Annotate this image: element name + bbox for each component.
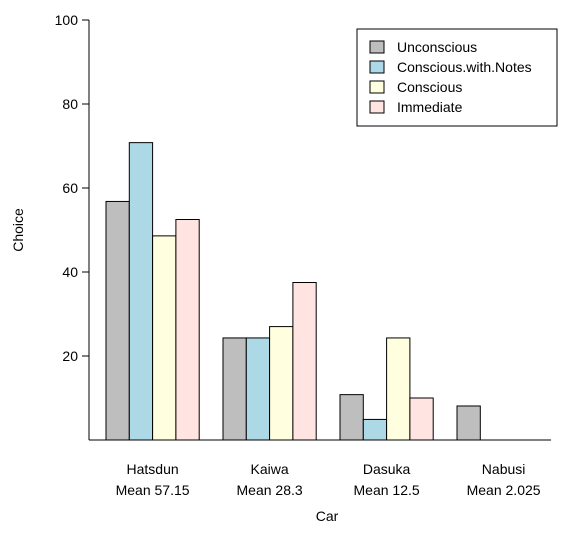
bar-hatsdun-1 [128, 142, 154, 441]
y-axis-title: Choice [10, 208, 26, 252]
y-tick-label: 20 [62, 348, 78, 364]
category-mean-label: Mean 12.5 [354, 482, 420, 498]
bar-hatsdun-0 [105, 200, 130, 441]
bar-dasuka-2 [386, 337, 411, 441]
legend-swatch [369, 100, 385, 114]
bar-kaiwa-3 [292, 282, 317, 441]
y-tick-label: 80 [62, 96, 78, 112]
bar-dasuka-0 [339, 394, 364, 441]
bars-group [105, 142, 481, 441]
x-axis-title: Car [316, 508, 339, 524]
bar-dasuka-3 [409, 397, 434, 441]
category-label: Dasuka [363, 461, 411, 477]
bar-kaiwa-1 [245, 337, 271, 441]
category-label: Kaiwa [251, 461, 289, 477]
y-tick-label: 100 [55, 12, 79, 28]
y-tick-label: 60 [62, 180, 78, 196]
legend-label: Conscious.with.Notes [397, 59, 532, 75]
category-mean-label: Mean 2.025 [467, 482, 541, 498]
legend-label: Unconscious [397, 39, 477, 55]
legend-box [356, 28, 558, 127]
bar-nabusi-0 [456, 405, 481, 441]
legend: Unconscious Conscious.with.Notes Conscious… [356, 28, 558, 127]
plot-area: 20 40 60 80 100 Hatsdun Mean 57.15 Kaiwa Mean 2… [55, 12, 551, 498]
legend-swatch [369, 60, 385, 74]
legend-label: Conscious [397, 79, 462, 95]
bar-hatsdun-2 [152, 235, 177, 441]
y-axis-ticks: 20 40 60 80 100 [55, 12, 89, 364]
legend-label: Immediate [397, 99, 463, 115]
category-mean-label: Mean 57.15 [116, 482, 190, 498]
bar-hatsdun-3 [175, 219, 200, 441]
category-label: Nabusi [482, 461, 526, 477]
bar-kaiwa-2 [269, 326, 294, 441]
legend-swatch [369, 80, 385, 94]
bar-kaiwa-0 [222, 337, 247, 441]
category-label: Hatsdun [127, 461, 179, 477]
x-axis-labels: Hatsdun Mean 57.15 Kaiwa Mean 28.3 Dasuka Mea… [116, 461, 541, 498]
bar-dasuka-1 [362, 418, 388, 441]
category-mean-label: Mean 28.3 [237, 482, 303, 498]
legend-swatch [369, 40, 385, 54]
y-tick-label: 40 [62, 264, 78, 280]
